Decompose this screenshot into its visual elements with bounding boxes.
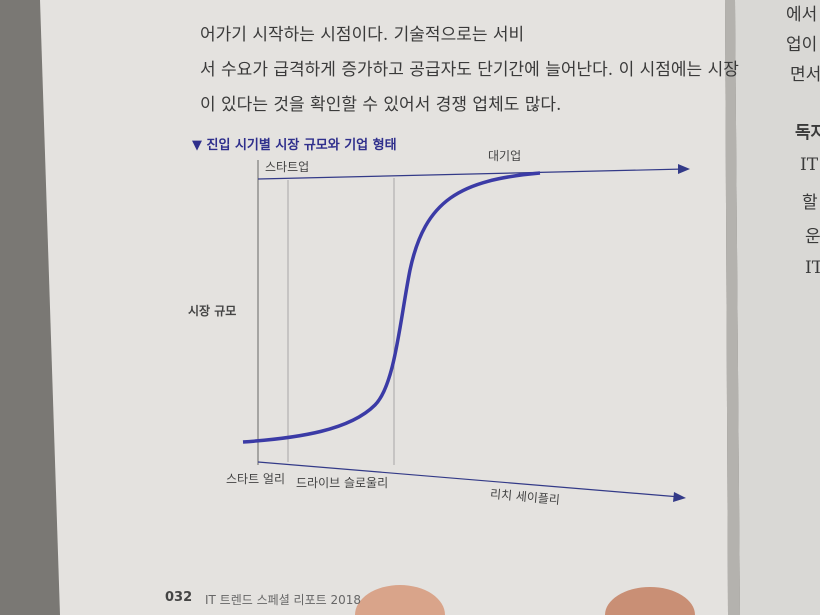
body-line: 서 수요가 급격하게 증가하고 공급자도 단기간에 늘어난다. 이 시점에는 시… xyxy=(200,60,739,80)
y-label: 시장 규모 xyxy=(188,304,237,318)
body-line: 이 있다는 것을 확인할 수 있어서 경쟁 업체도 많다. xyxy=(200,95,562,115)
body-line: 어가기 시작하는 시점이다. 기술적으로는 서비 xyxy=(200,25,525,45)
right-fragment: 면서 xyxy=(790,65,820,85)
page-number: 032 xyxy=(165,590,193,605)
right-fragment: IT xyxy=(805,258,820,278)
stage-label: 드라이브 슬로울리 xyxy=(296,476,389,490)
right-fragment: 업이 xyxy=(786,35,818,55)
right-fragment: 할 xyxy=(802,193,818,213)
book-title: IT 트렌드 스페셜 리포트 2018 xyxy=(205,593,362,607)
right-fragment: 에서 xyxy=(786,5,818,25)
top-label: 스타트업 xyxy=(265,160,310,174)
right-fragment: 운 xyxy=(805,227,820,247)
right-fragment: 독자 xyxy=(795,123,820,143)
stage-label: 스타트 얼리 xyxy=(226,472,286,486)
top-label: 대기업 xyxy=(488,149,522,163)
figure-title: ▼ 진입 시기별 시장 규모와 기업 형태 xyxy=(192,138,397,153)
right-fragment: IT xyxy=(800,155,819,175)
